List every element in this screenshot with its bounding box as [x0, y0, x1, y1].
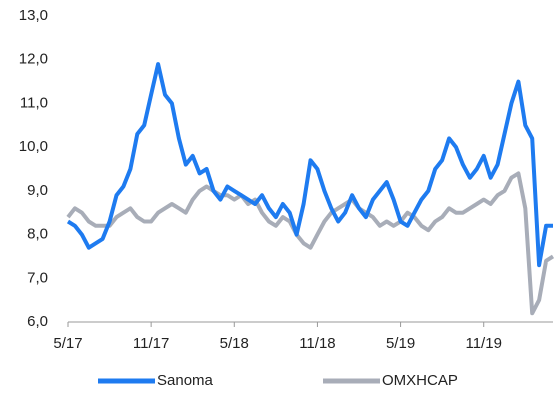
y-tick-label: 13,0 [19, 7, 48, 24]
series-line [66, 62, 553, 268]
y-tick-label: 7,0 [27, 269, 48, 286]
y-tick-label: 10,0 [19, 138, 48, 155]
y-tick-label: 8,0 [27, 226, 48, 243]
x-tick-label: 11/18 [299, 335, 335, 352]
x-tick-label: 11/17 [133, 335, 169, 352]
x-tick-label: 11/19 [465, 335, 501, 352]
y-tick-label: 9,0 [27, 182, 48, 199]
y-tick-label: 11,0 [20, 94, 48, 111]
y-tick-label: 6,0 [27, 313, 48, 330]
x-tick-label: 5/18 [220, 335, 249, 352]
legend-label: Sanoma [157, 372, 214, 389]
series-line [66, 171, 555, 316]
legend-label: OMXHCAP [382, 372, 458, 389]
x-tick-label: 5/19 [386, 335, 415, 352]
y-tick-label: 12,0 [19, 51, 48, 68]
x-tick-label: 5/17 [53, 335, 82, 352]
